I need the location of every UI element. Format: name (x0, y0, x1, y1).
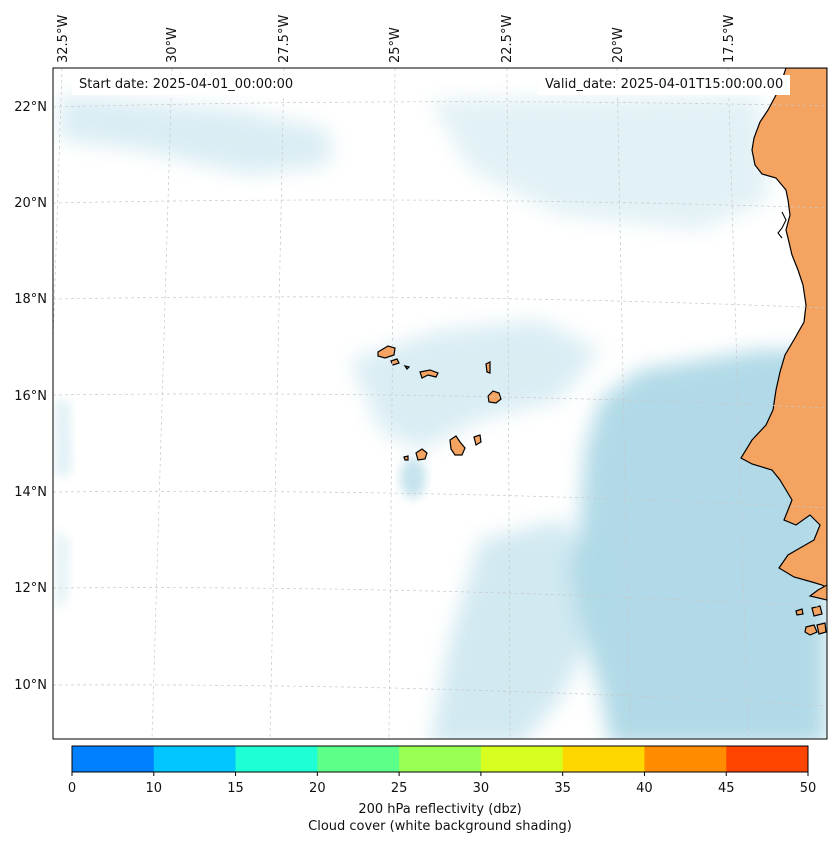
meridian-22-5w (506, 68, 511, 739)
colorbar-segment (72, 746, 155, 772)
lon-label: 25°W (388, 27, 403, 63)
lat-label: 16°N (14, 389, 47, 404)
colorbar-segment (317, 746, 400, 772)
meridian-17-5w (727, 68, 749, 739)
island-bijagos-1 (811, 605, 823, 617)
island-fogo (415, 448, 428, 461)
island-bijagos-2 (804, 624, 818, 636)
colorbar-segment (153, 746, 237, 772)
cloud-cover-northeast (430, 95, 770, 230)
colorbar-tick-label: 50 (800, 781, 817, 796)
meridian-27-5w (269, 68, 285, 739)
island-santo-antao (377, 345, 396, 359)
colorbar-segment (644, 746, 727, 772)
island-brava (403, 455, 409, 461)
parallel-14n (53, 490, 827, 509)
island-santa-luzia (403, 365, 411, 370)
cloud-cover-island-patch (400, 458, 426, 498)
lon-label: 20°W (611, 27, 626, 63)
lat-label: 22°N (14, 100, 47, 115)
colorbar-tick-label: 20 (309, 781, 326, 796)
start-date-label: Start date: (79, 77, 149, 92)
island-boa-vista (487, 390, 502, 404)
lat-label: 10°N (14, 678, 47, 693)
colorbar-segment (726, 746, 809, 772)
cloud-cover-west-south (55, 530, 70, 610)
cloud-cover-central (350, 320, 600, 450)
lat-label: 18°N (14, 292, 47, 307)
colorbar-segment (235, 746, 318, 772)
island-santiago (449, 435, 466, 456)
colorbar-title-line1: 200 hPa reflectivity (dbz) (358, 802, 522, 817)
coastline-detail-arguin (777, 211, 787, 239)
longitude-labels: 32.5°W 30°W 27.5°W 25°W 22.5°W 20°W 17.5… (56, 15, 737, 63)
colorbar-title-line2: Cloud cover (white background shading) (308, 819, 572, 834)
lon-label: 32.5°W (56, 15, 71, 63)
map-border (52, 67, 828, 740)
colorbar-tick-label: 25 (391, 781, 408, 796)
african-mainland-south (808, 584, 827, 601)
colorbar-segment (562, 746, 645, 772)
colorbar-tick-label: 35 (554, 781, 571, 796)
start-date-value: 2025-04-01_00:00:00 (152, 77, 294, 92)
colorbar-tick-label: 40 (636, 781, 653, 796)
valid-date-label: Valid_date: (545, 77, 617, 92)
meridian-20w (616, 68, 631, 739)
colorbar-tick-label: 45 (718, 781, 735, 796)
island-bijagos-3 (816, 622, 827, 635)
parallel-20n (53, 199, 827, 209)
colorbar-tick-label: 10 (146, 781, 163, 796)
meridian-25w (388, 68, 396, 739)
parallel-22n (53, 101, 827, 108)
land-layer (377, 68, 827, 636)
meridian-30w (151, 68, 173, 739)
lat-label: 12°N (14, 581, 47, 596)
parallel-18n (53, 296, 827, 309)
valid-date-value: 2025-04-01T15:00:00.00 (620, 77, 784, 92)
island-bijagos-4 (795, 608, 804, 616)
island-maio (473, 434, 482, 446)
colorbar-tick-label: 30 (473, 781, 490, 796)
latitude-labels: 22°N 20°N 18°N 16°N 14°N 12°N 10°N (14, 100, 47, 693)
lon-label: 22.5°W (500, 15, 515, 63)
african-mainland (740, 68, 827, 589)
lat-label: 20°N (14, 196, 47, 211)
cloud-cover-north (60, 95, 330, 175)
colorbar-tick-label: 15 (227, 781, 244, 796)
lat-label: 14°N (14, 485, 47, 500)
colorbar-segment (399, 746, 482, 772)
colorbar-segment (480, 746, 564, 772)
colorbar-tick-label: 0 (68, 781, 76, 796)
parallel-12n (53, 587, 827, 608)
lon-label: 30°W (165, 27, 180, 63)
parallel-10n (53, 684, 827, 707)
graticule (53, 68, 827, 739)
lon-label: 27.5°W (277, 15, 292, 63)
island-sao-nicolau (419, 369, 439, 379)
parallel-16n (53, 393, 827, 409)
lon-label: 17.5°W (722, 15, 737, 63)
cloud-cover-west-edge (55, 400, 72, 480)
valid-date-box: Valid_date: 2025-04-01T15:00:00.00 (538, 75, 791, 95)
cloud-cover-southwest (431, 520, 600, 739)
start-date-box: Start date: 2025-04-01_00:00:00 (72, 75, 301, 95)
colorbar: 0 10 15 20 25 30 35 40 45 50 (68, 745, 817, 796)
colorbar-frame (71, 745, 809, 773)
island-sal (485, 361, 491, 374)
